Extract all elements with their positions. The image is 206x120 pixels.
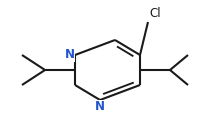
Text: N: N [65,48,75,61]
Text: N: N [95,100,105,113]
Text: Cl: Cl [149,7,161,20]
